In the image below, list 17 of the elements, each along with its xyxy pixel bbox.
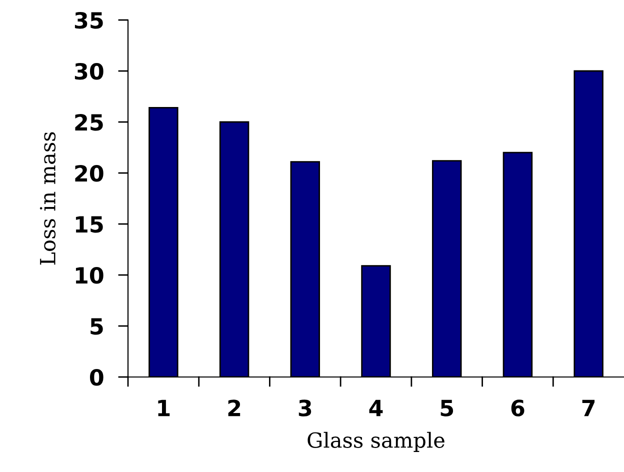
x-axis-title: Glass sample	[308, 432, 444, 452]
x-tick-label: 2	[228, 400, 240, 416]
x-tick-label: 4	[369, 400, 383, 416]
x-tick-label: 5	[440, 400, 454, 416]
y-tick-label: 10	[76, 266, 104, 284]
x-tick-label: 3	[298, 400, 312, 416]
y-tick-label: 5	[90, 318, 103, 335]
x-tick-label: 1	[158, 400, 170, 416]
x-tick-label: 7	[582, 400, 595, 416]
x-tick-label: 6	[511, 400, 524, 416]
y-tick-label: 25	[75, 114, 103, 131]
y-tick-label: 0	[90, 368, 104, 386]
y-tick-label: 30	[74, 62, 104, 80]
y-tick-label: 35	[74, 12, 103, 29]
y-tick-label: 20	[75, 164, 104, 182]
y-axis-title: Loss in mass	[40, 132, 56, 265]
y-tick-label: 15	[76, 216, 103, 233]
